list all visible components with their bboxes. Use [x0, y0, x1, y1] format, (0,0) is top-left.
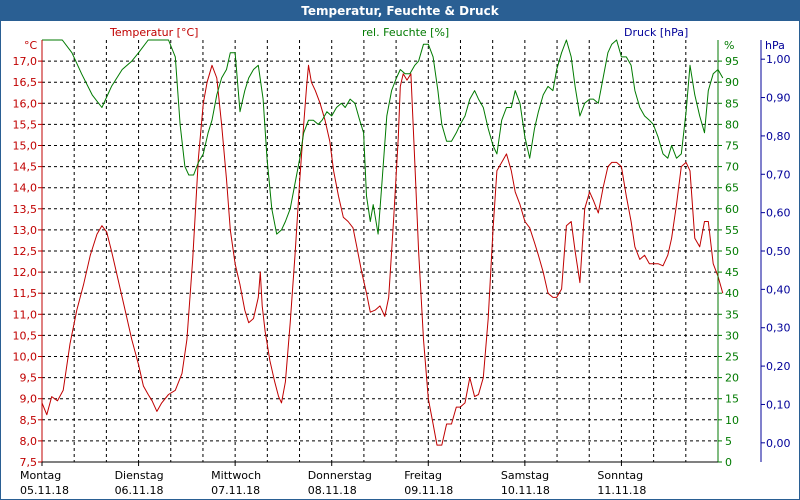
pressure-tick-label: 0,60: [766, 207, 791, 220]
temperature-tick-label: 11,5: [13, 287, 38, 300]
humidity-tick-label: 40: [725, 287, 739, 300]
grid: [41, 40, 719, 463]
day-label: Samstag: [501, 469, 549, 482]
humidity-tick-label: 5: [725, 435, 732, 448]
day-label: Sonntag: [597, 469, 643, 482]
temperature-tick-label: 15,5: [13, 118, 38, 131]
pressure-tick-label: 0,10: [766, 398, 791, 411]
day-label: Freitag: [404, 469, 442, 482]
date-label: 06.11.18: [115, 484, 164, 497]
pressure-tick-label: 0,00: [766, 437, 791, 450]
humidity-tick-label: 80: [725, 118, 739, 131]
humidity-tick-label: 55: [725, 224, 739, 237]
temperature-tick-label: 14,5: [13, 161, 38, 174]
humidity-tick-label: 90: [725, 76, 739, 89]
axis-labels: 7,5 8,0 8,5 9,0 9,5 10,0 10,5 11,0 11,5 12,0 12,5 1…: [13, 26, 791, 497]
pressure-tick-label: 0,90: [766, 92, 791, 105]
date-label: 11.11.18: [597, 484, 646, 497]
temperature-tick-label: 14,0: [13, 182, 38, 195]
humidity-tick-label: 30: [725, 329, 739, 342]
temperature-tick-label: 16,5: [13, 76, 38, 89]
temperature-tick-label: 12,5: [13, 245, 38, 258]
pressure-axis-label: Druck [hPa]: [624, 26, 688, 39]
humidity-tick-label: 95: [725, 55, 739, 68]
day-label: Montag: [20, 469, 61, 482]
temperature-tick-label: 13,0: [13, 224, 38, 237]
humidity-tick-label: 35: [725, 308, 739, 321]
pressure-tick-label: 0,80: [766, 130, 791, 143]
temperature-tick-label: 8,5: [20, 414, 38, 427]
temperature-tick-label: 10,0: [13, 351, 38, 364]
temperature-tick-label: 10,5: [13, 329, 38, 342]
pressure-tick-label: 1,00: [766, 53, 791, 66]
pressure-tick-label: 0,30: [766, 322, 791, 335]
humidity-axis-label: rel. Feuchte [%]: [362, 26, 449, 39]
axes: [38, 40, 765, 466]
day-label: Donnerstag: [308, 469, 372, 482]
humidity-tick-label: 15: [725, 393, 739, 406]
temperature-tick-label: 17,0: [13, 55, 38, 68]
date-label: 10.11.18: [501, 484, 550, 497]
temperature-tick-label: 12,0: [13, 266, 38, 279]
humidity-unit: %: [724, 39, 734, 52]
humidity-tick-label: 20: [725, 372, 739, 385]
pressure-unit: hPa: [765, 39, 785, 52]
window-title: Temperatur, Feuchte & Druck: [1, 1, 799, 21]
pressure-tick-label: 0,50: [766, 245, 791, 258]
temperature-tick-label: 8,0: [20, 435, 38, 448]
humidity-tick-label: 0: [725, 456, 732, 469]
humidity-tick-label: 75: [725, 140, 739, 153]
day-label: Dienstag: [115, 469, 164, 482]
pressure-tick-label: 0,40: [766, 283, 791, 296]
date-label: 07.11.18: [211, 484, 260, 497]
temperature-tick-label: 16,0: [13, 97, 38, 110]
humidity-tick-label: 70: [725, 161, 739, 174]
date-label: 08.11.18: [308, 484, 357, 497]
humidity-tick-label: 85: [725, 97, 739, 110]
pressure-tick-label: 0,70: [766, 168, 791, 181]
date-label: 05.11.18: [20, 484, 69, 497]
temperature-series-line: [41, 64, 724, 446]
temperature-tick-label: 13,5: [13, 203, 38, 216]
temperature-axis-label: Temperatur [°C]: [109, 26, 198, 39]
temperature-unit: °C: [24, 39, 38, 52]
temperature-tick-label: 15,0: [13, 140, 38, 153]
date-label: 09.11.18: [404, 484, 453, 497]
humidity-series-line: [42, 39, 724, 235]
temperature-tick-label: 9,0: [20, 393, 38, 406]
series-layer: [41, 39, 724, 446]
humidity-tick-label: 45: [725, 266, 739, 279]
temperature-tick-label: 9,5: [20, 372, 38, 385]
humidity-tick-label: 25: [725, 351, 739, 364]
humidity-tick-label: 60: [725, 203, 739, 216]
humidity-tick-label: 65: [725, 182, 739, 195]
temperature-tick-label: 11,0: [13, 308, 38, 321]
temperature-tick-label: 7,5: [20, 456, 38, 469]
pressure-tick-label: 0,20: [766, 360, 791, 373]
day-label: Mittwoch: [211, 469, 261, 482]
humidity-tick-label: 50: [725, 245, 739, 258]
humidity-tick-label: 10: [725, 414, 739, 427]
